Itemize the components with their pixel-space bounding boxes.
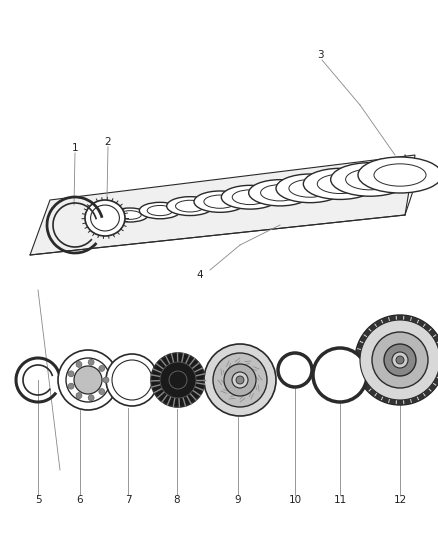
Ellipse shape: [346, 169, 394, 190]
Text: 9: 9: [235, 495, 241, 505]
Polygon shape: [437, 371, 438, 378]
Ellipse shape: [112, 208, 148, 222]
Polygon shape: [433, 377, 438, 385]
Polygon shape: [30, 155, 415, 255]
Ellipse shape: [204, 195, 236, 208]
Ellipse shape: [313, 348, 367, 402]
Polygon shape: [355, 357, 360, 363]
Polygon shape: [397, 400, 403, 405]
Text: 2: 2: [105, 137, 111, 147]
Polygon shape: [381, 317, 389, 324]
Ellipse shape: [91, 205, 120, 231]
Circle shape: [76, 361, 82, 367]
Ellipse shape: [261, 184, 300, 201]
Polygon shape: [355, 364, 361, 371]
Polygon shape: [369, 324, 377, 331]
Polygon shape: [381, 397, 389, 403]
Circle shape: [76, 393, 82, 399]
Polygon shape: [357, 371, 364, 378]
Text: 11: 11: [333, 495, 346, 505]
Text: 5: 5: [35, 495, 41, 505]
Circle shape: [99, 389, 105, 394]
Ellipse shape: [355, 315, 438, 405]
Ellipse shape: [232, 190, 268, 205]
Polygon shape: [429, 329, 436, 336]
Ellipse shape: [106, 354, 158, 406]
Ellipse shape: [66, 358, 110, 402]
Ellipse shape: [58, 350, 118, 410]
Ellipse shape: [384, 344, 416, 376]
Ellipse shape: [167, 197, 213, 215]
Polygon shape: [369, 389, 377, 397]
Polygon shape: [375, 393, 382, 400]
Ellipse shape: [249, 180, 311, 206]
Ellipse shape: [139, 203, 180, 219]
Polygon shape: [411, 317, 418, 324]
Ellipse shape: [232, 372, 248, 388]
Ellipse shape: [85, 200, 125, 236]
Text: 3: 3: [317, 50, 323, 60]
Ellipse shape: [204, 344, 276, 416]
Ellipse shape: [112, 360, 152, 400]
Polygon shape: [411, 397, 418, 403]
Text: 12: 12: [393, 495, 406, 505]
Ellipse shape: [317, 174, 363, 193]
Ellipse shape: [289, 180, 331, 197]
Ellipse shape: [160, 362, 196, 398]
Polygon shape: [375, 320, 382, 327]
Ellipse shape: [151, 353, 205, 407]
Ellipse shape: [372, 332, 428, 388]
Ellipse shape: [147, 205, 173, 216]
Ellipse shape: [396, 356, 404, 364]
Text: 8: 8: [174, 495, 180, 505]
Ellipse shape: [169, 371, 187, 389]
Polygon shape: [424, 389, 431, 397]
Polygon shape: [429, 384, 436, 391]
Polygon shape: [389, 399, 396, 405]
Ellipse shape: [176, 200, 205, 212]
Ellipse shape: [374, 164, 426, 186]
Polygon shape: [364, 329, 371, 336]
Polygon shape: [360, 335, 367, 343]
Polygon shape: [417, 393, 425, 400]
Ellipse shape: [119, 211, 141, 220]
Circle shape: [103, 377, 109, 383]
Ellipse shape: [360, 320, 438, 400]
Polygon shape: [424, 324, 431, 331]
Text: 10: 10: [289, 495, 301, 505]
Polygon shape: [364, 384, 371, 391]
Ellipse shape: [213, 353, 267, 407]
Ellipse shape: [276, 174, 344, 203]
Circle shape: [99, 366, 105, 372]
Ellipse shape: [236, 376, 244, 384]
Polygon shape: [357, 342, 364, 349]
Circle shape: [68, 383, 74, 389]
Text: 1: 1: [72, 143, 78, 153]
Ellipse shape: [358, 157, 438, 193]
Circle shape: [68, 371, 74, 377]
Ellipse shape: [194, 191, 246, 212]
Ellipse shape: [221, 185, 279, 209]
Ellipse shape: [74, 366, 102, 394]
Ellipse shape: [304, 168, 377, 199]
Polygon shape: [417, 320, 425, 327]
Polygon shape: [397, 315, 403, 320]
Polygon shape: [404, 399, 411, 405]
Ellipse shape: [224, 364, 256, 396]
Circle shape: [88, 359, 94, 365]
Ellipse shape: [392, 352, 408, 368]
Circle shape: [88, 395, 94, 401]
Text: 6: 6: [77, 495, 83, 505]
Polygon shape: [437, 342, 438, 349]
Polygon shape: [389, 315, 396, 321]
Polygon shape: [433, 335, 438, 343]
Ellipse shape: [331, 163, 410, 196]
Polygon shape: [404, 315, 411, 321]
Text: 7: 7: [125, 495, 131, 505]
Polygon shape: [355, 349, 361, 356]
Ellipse shape: [278, 353, 312, 387]
Polygon shape: [360, 377, 367, 385]
Text: 4: 4: [197, 270, 203, 280]
